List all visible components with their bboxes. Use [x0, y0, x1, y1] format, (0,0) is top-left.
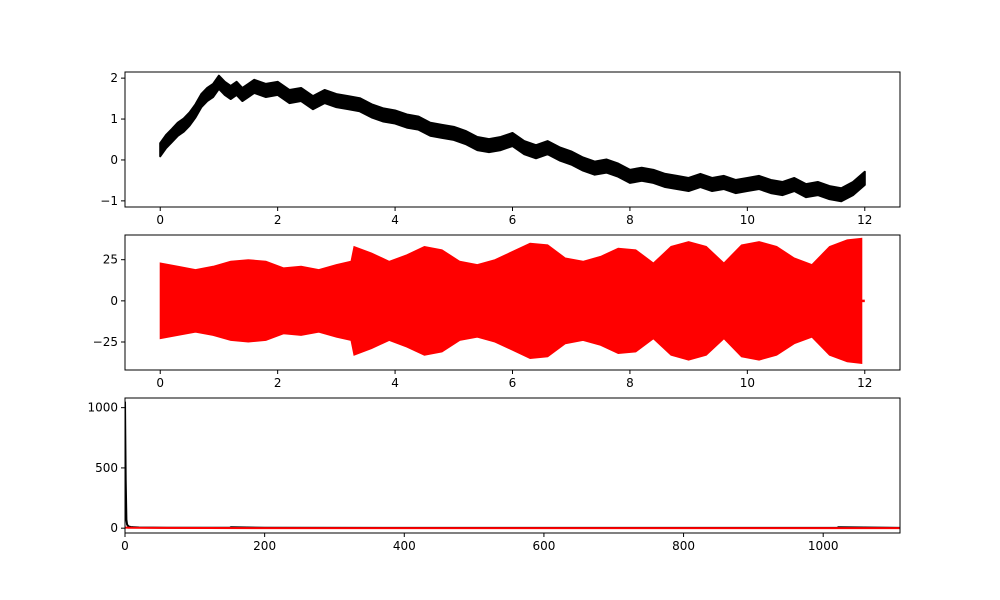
series-envelope-1 — [159, 237, 863, 364]
x-tick-label: 12 — [857, 376, 872, 390]
axes-frame — [124, 397, 901, 534]
series-line-2 — [125, 526, 900, 530]
x-tick-label: 800 — [672, 539, 695, 553]
x-tick-label: 0 — [121, 539, 129, 553]
x-tick-label: 0 — [156, 213, 164, 227]
y-tick-label: 0 — [110, 294, 118, 308]
chart-panel-2: 0 2 4 6 8 10 12 −25 0 25 — [93, 234, 901, 390]
x-tick-label: 1000 — [808, 539, 839, 553]
x-tick-label: 0 — [156, 376, 164, 390]
x-tick-label: 600 — [532, 539, 555, 553]
y-tick-label: 0 — [110, 521, 118, 535]
y-tick-label: 0 — [110, 153, 118, 167]
x-tick-label: 10 — [740, 213, 755, 227]
y-tick-label: 1 — [110, 112, 118, 126]
plot-area — [159, 237, 865, 364]
y-tick-label: −25 — [93, 335, 118, 349]
x-tick-label: 200 — [253, 539, 276, 553]
x-tick-label: 6 — [509, 213, 517, 227]
chart-panel-3: 0 200 400 600 800 1000 0 500 1000 — [87, 397, 901, 553]
y-tick-label: 25 — [103, 253, 118, 267]
x-tick-label: 400 — [393, 539, 416, 553]
x-tick-label: 4 — [391, 376, 399, 390]
y-tick-label: 1000 — [87, 401, 118, 415]
x-tick-label: 2 — [274, 213, 282, 227]
y-tick-label: 500 — [95, 461, 118, 475]
y-tick-label: 2 — [110, 71, 118, 85]
x-tick-label: 6 — [509, 376, 517, 390]
x-tick-label: 8 — [626, 376, 634, 390]
x-tick-label: 8 — [626, 213, 634, 227]
x-tick-label: 12 — [857, 213, 872, 227]
x-tick-label: 4 — [391, 213, 399, 227]
plot-area — [125, 401, 900, 530]
x-tick-label: 10 — [740, 376, 755, 390]
x-tick-label: 2 — [274, 376, 282, 390]
plot-area — [159, 74, 866, 203]
y-tick-label: −1 — [100, 194, 118, 208]
series-band-1 — [159, 74, 866, 203]
